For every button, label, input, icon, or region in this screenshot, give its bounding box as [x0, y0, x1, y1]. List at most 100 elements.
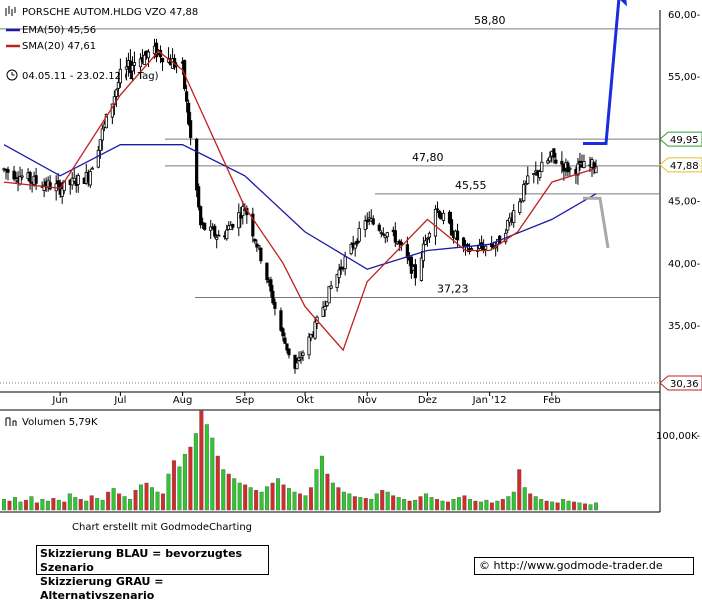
volume-bar: [34, 502, 39, 511]
candle-body: [554, 159, 558, 164]
candle-body: [325, 301, 329, 306]
volume-bar: [270, 482, 275, 511]
volume-bar: [435, 499, 440, 511]
volume-bar: [572, 501, 577, 511]
level-label: 45,55: [455, 179, 487, 192]
volume-bar: [314, 469, 319, 511]
candle-body: [506, 220, 510, 231]
volume-bar: [155, 491, 160, 511]
candle-body: [18, 176, 22, 185]
candle-body: [239, 214, 243, 219]
source-link[interactable]: © http://www.godmode-trader.de: [474, 557, 694, 575]
price-tag-label: 47,88: [670, 161, 699, 172]
volume-bar: [478, 501, 483, 511]
candle-body: [130, 65, 135, 72]
candle-body: [213, 225, 217, 237]
volume-bar: [489, 502, 494, 511]
volume-bar: [550, 501, 555, 511]
volume-bar: [303, 495, 308, 511]
volume-bar: [111, 488, 116, 511]
volume-bar: [177, 466, 182, 511]
volume-bar: [594, 502, 599, 511]
bars-icon: [5, 6, 16, 16]
candle-body: [425, 237, 430, 240]
volume-bar: [358, 497, 363, 511]
volume-bar: [29, 496, 34, 511]
volume-bar: [544, 500, 549, 511]
volume-bar: [319, 455, 324, 511]
time-tick-label: Jun: [51, 395, 68, 406]
volume-bar: [237, 482, 242, 511]
volume-bar: [12, 497, 17, 511]
volume-bar: [276, 478, 281, 511]
volume-bar: [265, 486, 270, 511]
candle-body: [461, 237, 466, 246]
candle-body: [6, 169, 10, 173]
volume-bar: [78, 499, 83, 511]
candle-body: [427, 232, 432, 238]
volume-bar: [467, 499, 472, 511]
ema-line: [3, 144, 597, 270]
volume-bar: [73, 497, 78, 511]
volume-bar: [106, 491, 111, 511]
candle-body: [578, 160, 582, 164]
candle-body: [465, 244, 470, 246]
volume-bar: [396, 497, 401, 511]
candle-body: [90, 167, 94, 170]
candle-body: [313, 321, 317, 339]
volume-bar: [298, 493, 303, 511]
volume-bar: [402, 499, 407, 511]
volume-bar: [380, 490, 385, 511]
candle-body: [437, 210, 442, 218]
candle-body: [293, 354, 297, 369]
price-tag-label: 30,36: [670, 379, 699, 390]
volume-bar: [160, 493, 165, 511]
candle-body: [279, 310, 283, 331]
candle-body: [409, 256, 413, 274]
candle-body: [419, 257, 424, 281]
candle-body: [76, 175, 80, 185]
candle-body: [524, 182, 528, 186]
candle-body: [88, 171, 92, 186]
candle-body: [203, 222, 207, 230]
candle-body: [365, 219, 369, 223]
volume-bar: [522, 487, 527, 511]
candle-body: [349, 243, 353, 255]
volume-bar: [528, 493, 533, 511]
volume-bar: [204, 424, 209, 511]
candle-body: [231, 224, 235, 228]
candle-body: [271, 290, 275, 304]
sma-legend-label: SMA(20) 47,61: [22, 41, 96, 52]
candle-body: [138, 58, 143, 68]
candle-body: [522, 184, 526, 202]
candle-body: [253, 238, 257, 242]
candle-body: [60, 188, 64, 197]
volume-bar: [56, 499, 61, 511]
candle-body: [28, 171, 32, 183]
candle-body: [329, 285, 333, 289]
grey-scenario-line: [583, 196, 610, 249]
volume-bar: [117, 493, 122, 511]
volume-bar: [193, 433, 198, 511]
candle-body: [327, 286, 331, 304]
volume-bars: [2, 410, 599, 511]
candle-body: [582, 161, 586, 169]
candle-body: [512, 210, 516, 223]
candle-body: [269, 279, 273, 292]
time-tick-label: Nov: [357, 395, 377, 406]
price-tick-label: 40,00-: [668, 259, 701, 270]
volume-bar: [232, 478, 237, 511]
volume-bar: [413, 499, 418, 511]
candle-body: [12, 170, 16, 180]
volume-bar: [51, 498, 56, 511]
candle-body: [259, 247, 263, 262]
candle-body: [225, 229, 229, 240]
candle-body: [195, 138, 199, 191]
price-tick-label: 55,00-: [668, 72, 701, 83]
candle-body: [199, 206, 203, 226]
clock-icon: [6, 69, 18, 81]
scenario-note: Skizzierung BLAU = bevorzugtes Szenario …: [36, 545, 269, 602]
volume-bar: [440, 500, 445, 511]
volume-bar: [95, 498, 100, 511]
volume-bar: [67, 493, 72, 511]
